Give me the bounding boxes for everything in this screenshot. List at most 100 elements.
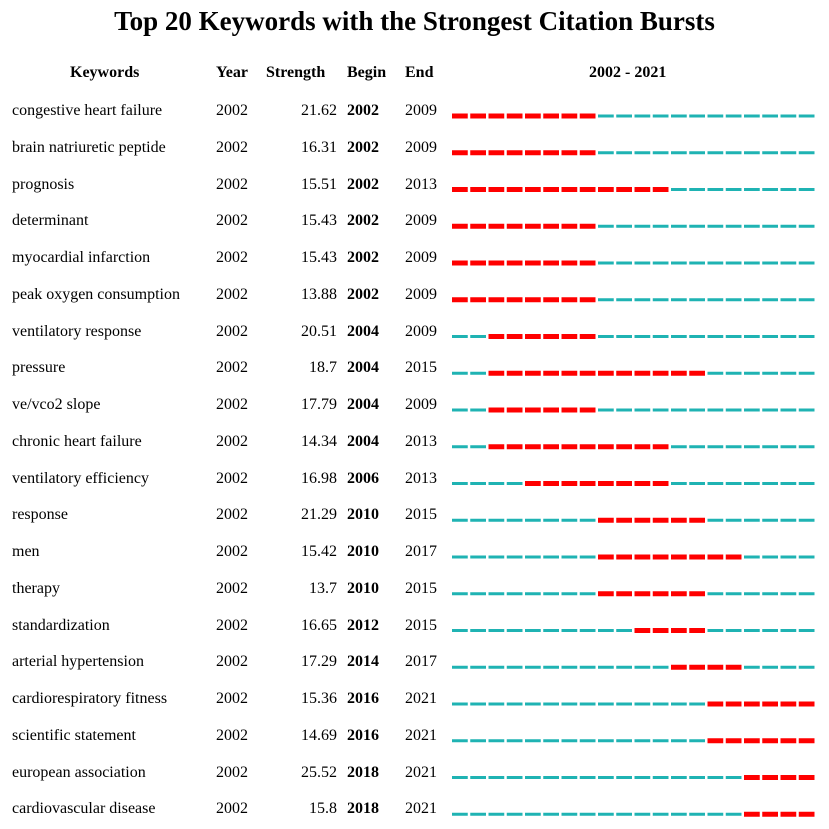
year-cell: 2002 <box>216 763 248 781</box>
strength-cell: 16.98 <box>301 469 337 487</box>
table-row: european association 2002 25.52 2018 2021 <box>0 763 829 793</box>
begin-cell: 2018 <box>347 800 379 818</box>
year-cell: 2002 <box>216 653 248 671</box>
header-timeline-range: 2002 - 2021 <box>589 64 667 81</box>
end-cell: 2015 <box>405 579 437 597</box>
year-cell: 2002 <box>216 506 248 524</box>
table-row: standardization 2002 16.65 2012 2015 <box>0 616 829 646</box>
begin-cell: 2010 <box>347 506 379 524</box>
end-cell: 2009 <box>405 396 437 413</box>
year-cell: 2002 <box>216 396 248 413</box>
year-cell: 2002 <box>216 469 248 487</box>
begin-cell: 2002 <box>347 285 379 303</box>
year-cell: 2002 <box>216 359 248 377</box>
begin-cell: 2012 <box>347 616 379 634</box>
table-row: myocardial infarction 2002 15.43 2002 2009 <box>0 248 829 278</box>
keyword-cell: standardization <box>12 616 110 634</box>
year-cell: 2002 <box>216 579 248 597</box>
year-cell: 2002 <box>216 322 248 340</box>
year-cell: 2002 <box>216 102 248 119</box>
end-cell: 2021 <box>405 800 437 818</box>
keyword-cell: ventilatory efficiency <box>12 469 149 487</box>
chart-title: Top 20 Keywords with the Strongest Citat… <box>114 6 715 36</box>
end-cell: 2017 <box>405 543 437 560</box>
strength-cell: 18.7 <box>309 359 337 377</box>
year-cell: 2002 <box>216 543 248 560</box>
end-cell: 2015 <box>405 616 437 634</box>
keyword-cell: european association <box>12 763 146 781</box>
table-row: chronic heart failure 2002 14.34 2004 2013 <box>0 432 829 462</box>
table-row: therapy 2002 13.7 2010 2015 <box>0 579 829 609</box>
keyword-cell: response <box>12 506 68 524</box>
begin-cell: 2002 <box>347 102 379 119</box>
table-row: peak oxygen consumption 2002 13.88 2002 2009 <box>0 285 829 315</box>
strength-cell: 21.29 <box>301 506 337 524</box>
table-row: ventilatory response 2002 20.51 2004 2009 <box>0 322 829 352</box>
strength-cell: 25.52 <box>301 763 337 781</box>
strength-cell: 17.79 <box>301 396 337 413</box>
keyword-cell: therapy <box>12 579 60 597</box>
begin-cell: 2004 <box>347 432 379 450</box>
strength-cell: 14.34 <box>301 432 337 450</box>
end-cell: 2009 <box>405 285 437 303</box>
begin-cell: 2002 <box>347 175 379 193</box>
keyword-cell: determinant <box>12 212 89 230</box>
table-row: response 2002 21.29 2010 2015 <box>0 505 829 535</box>
strength-cell: 13.88 <box>301 285 337 303</box>
begin-cell: 2016 <box>347 726 379 744</box>
end-cell: 2021 <box>405 763 437 781</box>
end-cell: 2009 <box>405 102 437 119</box>
keyword-cell: brain natriuretic peptide <box>12 138 166 156</box>
table-row: men 2002 15.42 2010 2017 <box>0 542 829 572</box>
strength-cell: 15.43 <box>301 212 337 230</box>
year-cell: 2002 <box>216 432 248 450</box>
header-year: Year <box>216 64 248 81</box>
year-cell: 2002 <box>216 726 248 744</box>
end-cell: 2015 <box>405 359 437 377</box>
year-cell: 2002 <box>216 212 248 230</box>
keyword-cell: chronic heart failure <box>12 432 142 450</box>
strength-cell: 15.8 <box>309 800 337 818</box>
strength-cell: 20.51 <box>301 322 337 340</box>
keyword-cell: men <box>12 543 40 560</box>
begin-cell: 2004 <box>347 396 379 413</box>
year-cell: 2002 <box>216 616 248 634</box>
table-row: cardiovascular disease 2002 15.8 2018 2021 <box>0 799 829 829</box>
end-cell: 2017 <box>405 653 437 671</box>
table-row: scientific statement 2002 14.69 2016 2021 <box>0 726 829 756</box>
begin-cell: 2016 <box>347 690 379 707</box>
end-cell: 2009 <box>405 249 437 266</box>
year-cell: 2002 <box>216 800 248 818</box>
keyword-cell: pressure <box>12 359 66 377</box>
end-cell: 2015 <box>405 506 437 524</box>
year-cell: 2002 <box>216 690 248 707</box>
table-row: cardiorespiratory fitness 2002 15.36 2016 20… <box>0 689 829 719</box>
year-cell: 2002 <box>216 138 248 156</box>
strength-cell: 15.36 <box>301 690 337 707</box>
begin-cell: 2004 <box>347 322 379 340</box>
end-cell: 2021 <box>405 690 437 707</box>
table-row: ventilatory efficiency 2002 16.98 2006 2013 <box>0 469 829 499</box>
strength-cell: 13.7 <box>309 579 337 597</box>
year-cell: 2002 <box>216 249 248 266</box>
table-row: determinant 2002 15.43 2002 2009 <box>0 211 829 241</box>
table-row: pressure 2002 18.7 2004 2015 <box>0 358 829 388</box>
strength-cell: 16.65 <box>301 616 337 634</box>
keyword-cell: cardiovascular disease <box>12 800 156 818</box>
year-cell: 2002 <box>216 175 248 193</box>
table-row: ve/vco2 slope 2002 17.79 2004 2009 <box>0 395 829 425</box>
strength-cell: 21.62 <box>301 102 337 119</box>
keyword-cell: congestive heart failure <box>12 102 163 119</box>
end-cell: 2009 <box>405 322 437 340</box>
strength-cell: 16.31 <box>301 138 337 156</box>
strength-cell: 17.29 <box>301 653 337 671</box>
table-row: congestive heart failure 2002 21.62 2002 200… <box>0 101 829 131</box>
strength-cell: 14.69 <box>301 726 337 744</box>
strength-cell: 15.51 <box>301 175 337 193</box>
year-cell: 2002 <box>216 285 248 303</box>
keyword-cell: prognosis <box>12 175 75 193</box>
end-cell: 2013 <box>405 469 437 487</box>
begin-cell: 2010 <box>347 543 379 560</box>
begin-cell: 2014 <box>347 653 379 671</box>
header-strength: Strength <box>266 64 326 81</box>
